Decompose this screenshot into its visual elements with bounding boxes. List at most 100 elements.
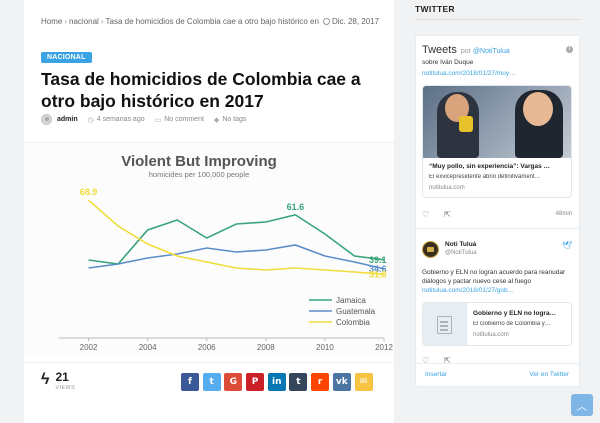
- microphone-icon: [459, 116, 473, 132]
- chart-series: [88, 199, 385, 276]
- share-icon[interactable]: ⇱: [444, 210, 451, 219]
- legend-label-jamaica: Jamaica: [336, 296, 366, 305]
- end-label-guatemala: 34.6: [369, 264, 387, 274]
- view-count-label: VIEWS: [55, 385, 76, 391]
- share-icon[interactable]: ⇱: [444, 356, 451, 363]
- view-count: ϟ 21 VIEWS: [41, 371, 75, 391]
- end-label-colombia: 31.8: [369, 269, 387, 279]
- twitter-by-handle[interactable]: @NotiTulua: [472, 48, 510, 55]
- person-head: [523, 92, 553, 126]
- tumblr-share-button[interactable]: t: [289, 373, 308, 391]
- breadcrumb-date: Dic. 28, 2017 at 11:11 pm: [331, 17, 381, 26]
- category-badge[interactable]: NACIONAL: [41, 52, 92, 63]
- tags: No tags: [222, 116, 247, 123]
- article-title: Tasa de homicidios de Colombia cae a otr…: [41, 69, 361, 111]
- legend-label-guatemala: Guatemala: [336, 307, 376, 316]
- heart-icon[interactable]: ♡: [422, 210, 430, 219]
- embed-link[interactable]: Insertar: [425, 371, 448, 378]
- twitter-widget-header: Tweets por @NotiTulua: [422, 44, 574, 56]
- clock-icon: [322, 18, 330, 25]
- email-share-button[interactable]: ✉: [354, 373, 373, 391]
- twitter-widget-footer: Insertar Ver en Twitter: [416, 363, 579, 386]
- x-tick-label: 2004: [139, 343, 157, 352]
- sidebar-divider: [415, 19, 580, 20]
- data-label-jamaica: 61.6: [287, 202, 305, 212]
- facebook-share-button[interactable]: f: [181, 373, 199, 391]
- twitter-widget: Tweets por @NotiTulua i sobre Iván Duque…: [415, 35, 580, 387]
- x-tick-label: 2002: [80, 343, 98, 352]
- document-icon: [437, 316, 452, 334]
- view-on-twitter-link[interactable]: Ver en Twitter: [529, 371, 569, 378]
- tag-icon: ◆: [213, 116, 220, 124]
- chevron-up-icon: ︿: [577, 401, 587, 413]
- end-label-jamaica: 39.1: [369, 255, 387, 265]
- timeline[interactable]: sobre Iván Duque notitulua.com/2018/01/2…: [416, 58, 579, 363]
- tweet-link[interactable]: notitulua.com/2018/01/27/muy…: [422, 70, 516, 77]
- chart-labels: 61.6 39.134.6 68.9 31.8: [80, 187, 387, 279]
- tweet-card-title: “Muy pollo, sin experiencia”: Vargas …: [429, 163, 551, 170]
- breadcrumb-category[interactable]: nacional: [69, 17, 99, 26]
- author-avatar: [41, 114, 52, 125]
- chart-title: Violent But Improving: [121, 153, 277, 170]
- tweet-time[interactable]: 48min: [555, 211, 572, 217]
- sidebar-heading: TWITTER: [415, 4, 455, 14]
- tweet-author-handle[interactable]: @NotiTulua: [445, 250, 477, 256]
- breadcrumb: Home › nacional › Tasa de homicidios de Colo…: [41, 17, 381, 26]
- twitter-widget-by: por @NotiTulua: [461, 48, 510, 55]
- tweet-card-title: Gobierno y ELN no logra…: [473, 310, 557, 317]
- tweet-card[interactable]: Gobierno y ELN no logra… El Gobierno de …: [422, 302, 572, 346]
- tweet-text: sobre Iván Duque: [422, 59, 474, 66]
- linkedin-share-button[interactable]: in: [267, 373, 286, 391]
- chart-subtitle: homicides per 100,000 people: [149, 170, 250, 179]
- x-tick-label: 2010: [316, 343, 334, 352]
- tweet-card-description: El exvicepresidente abrió definitivament…: [429, 174, 541, 180]
- chevron-right-icon: ›: [100, 17, 104, 26]
- tweet-link[interactable]: notitulua.com/2018/01/27/gob…: [422, 287, 515, 294]
- breadcrumb-current: Tasa de homicidios de Colombia cae a otr…: [105, 17, 319, 26]
- article-card: Home › nacional › Tasa de homicidios de Colo…: [24, 0, 394, 423]
- chart-legend: Jamaica Guatemala Colombia: [309, 296, 376, 327]
- tweet-divider: [416, 228, 579, 229]
- data-label-colombia: 68.9: [80, 187, 98, 197]
- vk-share-button[interactable]: vk: [332, 373, 351, 391]
- series-line-colombia: [88, 199, 385, 276]
- tweet-card-url: notitulua.com: [473, 332, 509, 338]
- chart-axis: 2002 2004 2006 2008 2010 2012: [59, 337, 393, 352]
- series-line-jamaica: [88, 213, 385, 265]
- google-plus-share-button[interactable]: G: [224, 373, 243, 391]
- tweet-card-thumb: [423, 303, 467, 345]
- pinterest-share-button[interactable]: P: [246, 373, 265, 391]
- homicide-chart: Violent But Improving homicides per 100,…: [24, 142, 394, 357]
- bolt-icon: ϟ: [41, 371, 50, 388]
- article-meta: admin ◷ 4 semanas ago ▭ No comment ◆ No …: [41, 114, 256, 125]
- tweet-text: Gobierno y ELN no logran acuerdo para re…: [422, 269, 566, 285]
- notitulua-avatar[interactable]: [422, 241, 439, 258]
- tweet-author-name[interactable]: Noti Tuluá: [445, 241, 477, 248]
- post-time: 4 semanas ago: [96, 116, 145, 123]
- breadcrumb-home[interactable]: Home: [41, 17, 63, 26]
- author-name[interactable]: admin: [57, 116, 78, 123]
- chevron-right-icon: ›: [64, 17, 68, 26]
- series-line-guatemala: [88, 244, 385, 270]
- sidebar: TWITTER Tweets por @NotiTulua i sobre Iv…: [415, 0, 580, 423]
- view-count-number: 21: [55, 370, 69, 384]
- clock-icon: ◷: [87, 116, 94, 124]
- tweet-card[interactable]: “Muy pollo, sin experiencia”: Vargas … E…: [422, 85, 572, 198]
- twitter-share-button[interactable]: t: [202, 373, 221, 391]
- twitter-by-label: por: [460, 48, 471, 55]
- tweet-card-description: El Gobierno de Colombia y…: [473, 321, 551, 327]
- comment-count[interactable]: No comment: [164, 116, 204, 123]
- x-tick-label: 2012: [375, 343, 393, 352]
- comment-icon: ▭: [154, 116, 162, 124]
- scroll-to-top-button[interactable]: ︿: [571, 394, 593, 416]
- info-icon[interactable]: i: [566, 46, 573, 53]
- tweet-card-url: notitulua.com: [429, 185, 465, 191]
- twitter-bird-icon[interactable]: 🕊: [561, 241, 572, 250]
- reddit-share-button[interactable]: r: [311, 373, 330, 391]
- x-tick-label: 2008: [257, 343, 275, 352]
- tweet-card-image: [423, 86, 571, 158]
- heart-icon[interactable]: ♡: [422, 356, 430, 363]
